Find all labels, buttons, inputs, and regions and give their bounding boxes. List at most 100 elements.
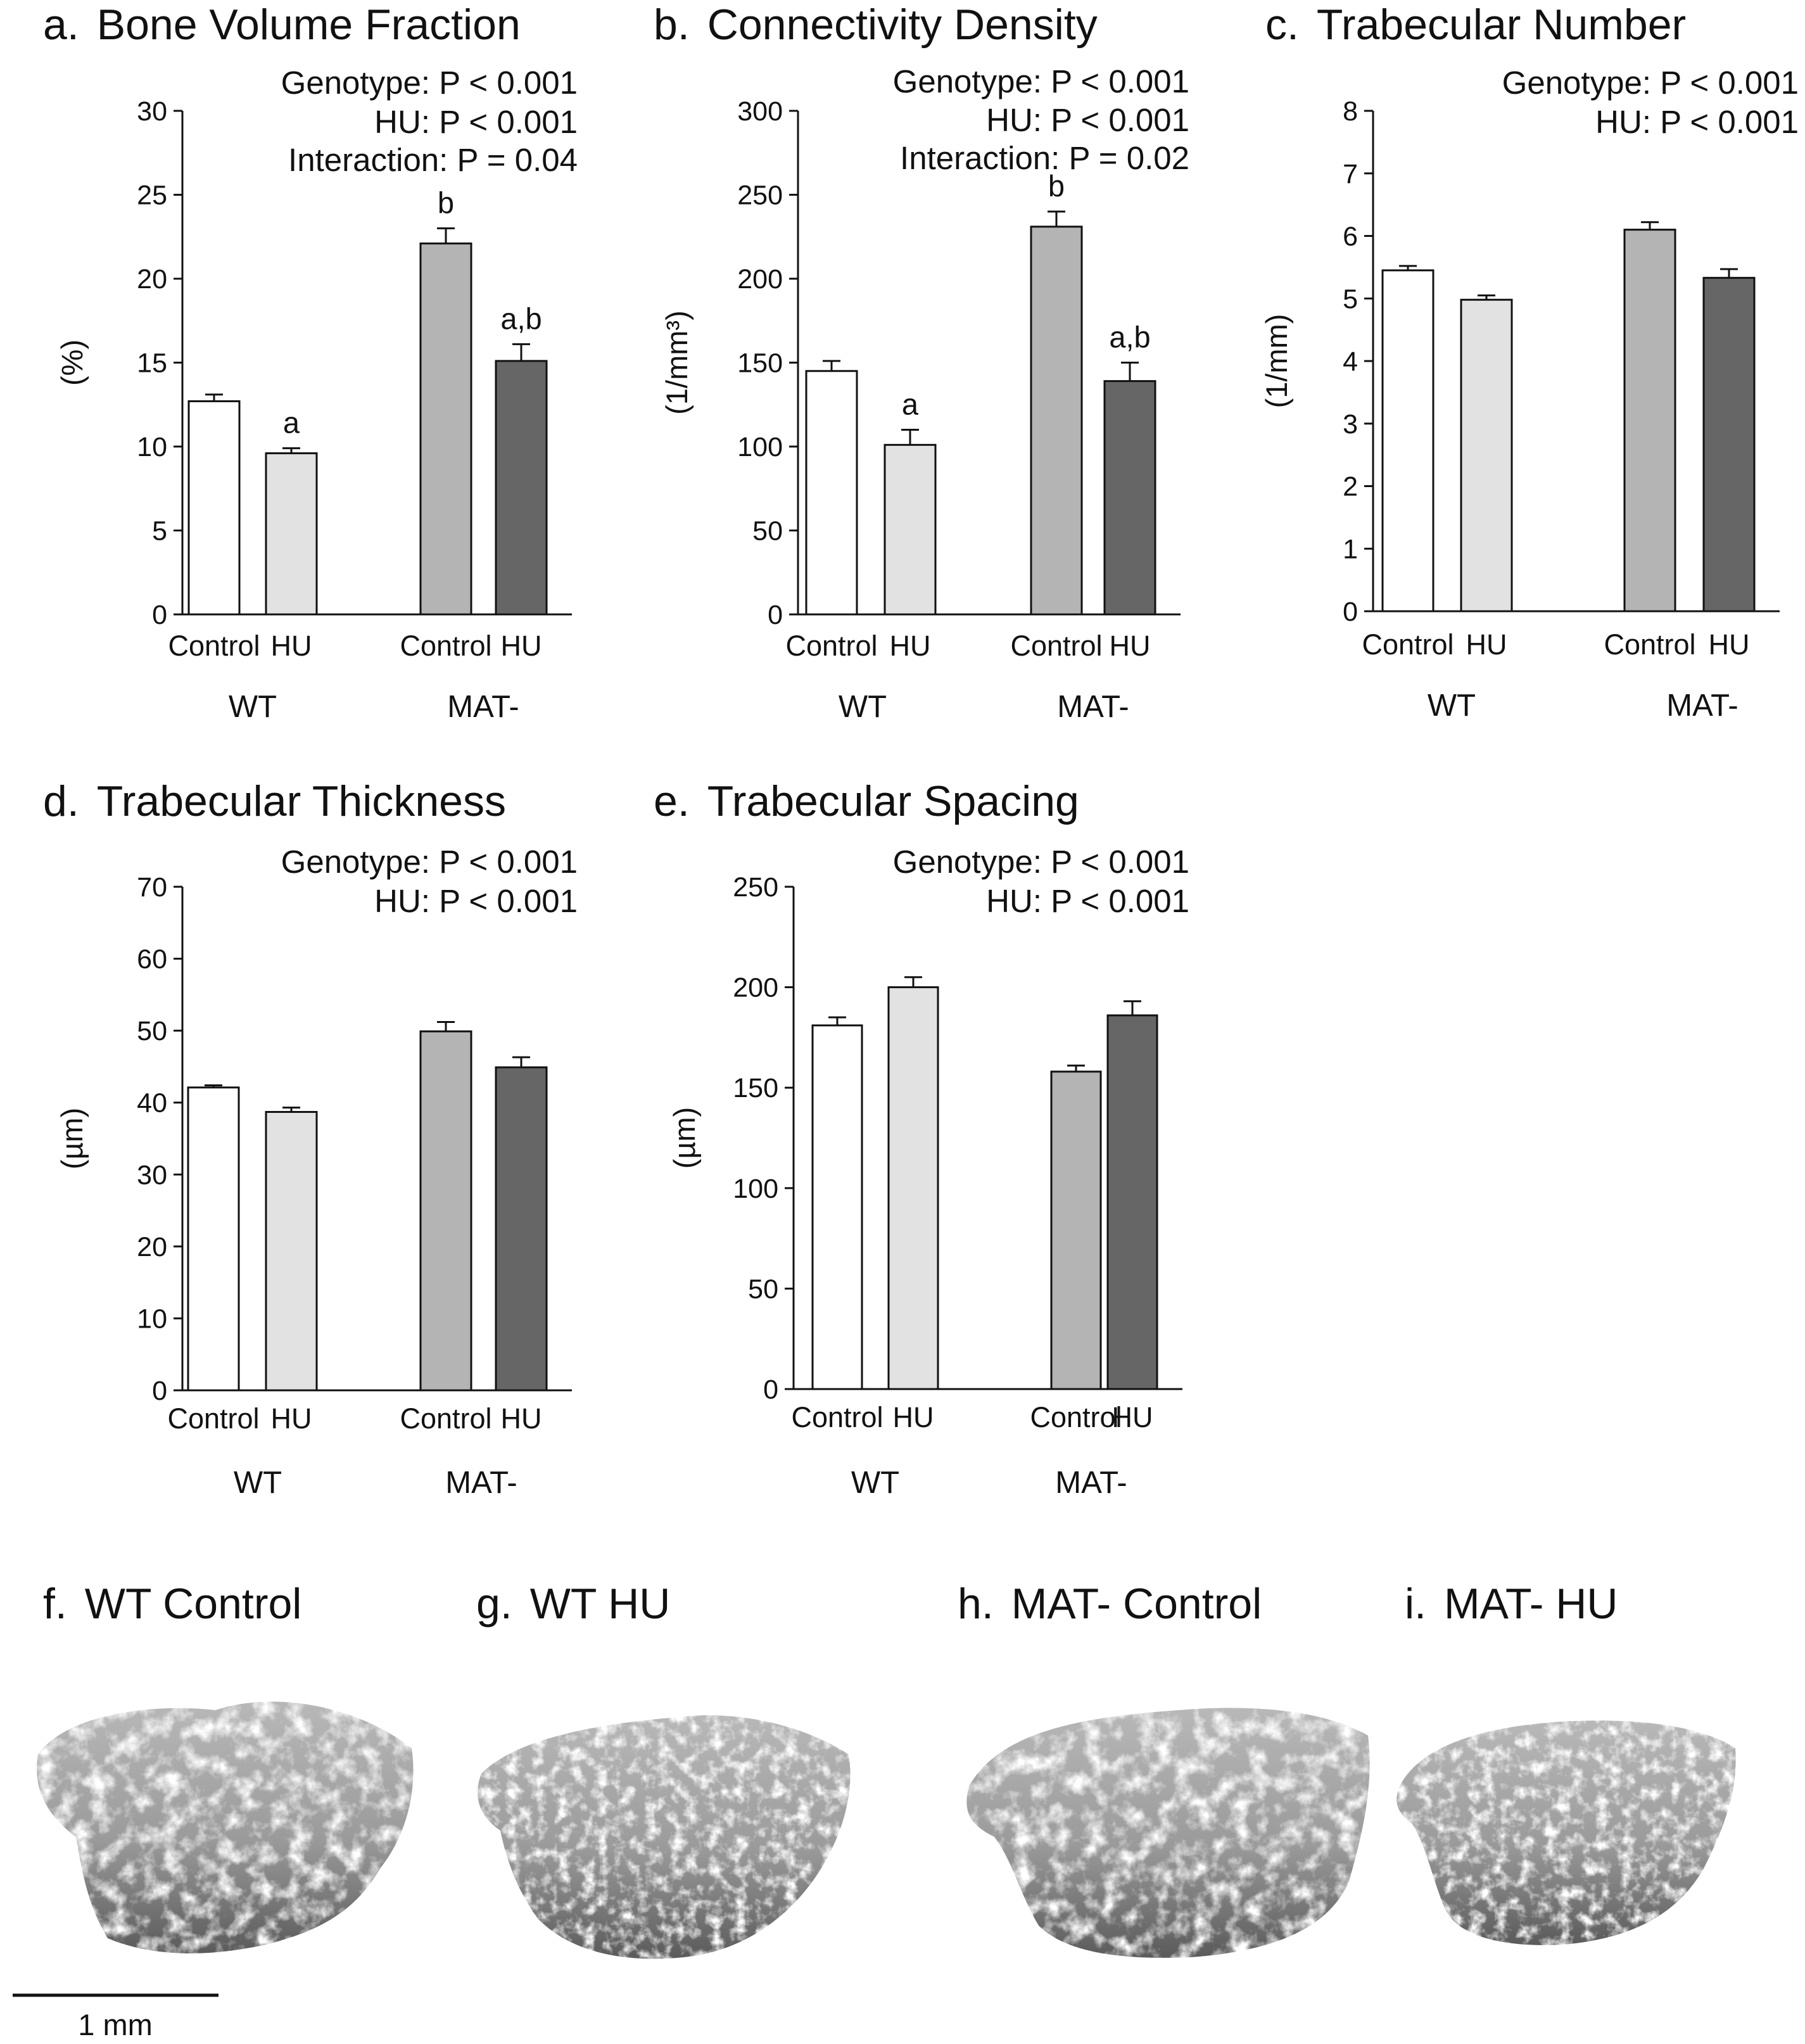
significance-label: b — [1048, 169, 1065, 203]
y-tick-label: 100 — [737, 432, 783, 462]
y-tick-label: 5 — [1343, 284, 1358, 314]
y-tick-label: 20 — [137, 1232, 167, 1262]
chart-title: d. Trabecular Thickness — [43, 777, 506, 825]
y-tick-label: 50 — [748, 1274, 778, 1304]
x-tick-label: HU — [890, 630, 931, 662]
bar — [265, 1110, 318, 1392]
y-tick-label: 0 — [152, 600, 167, 630]
bar — [887, 986, 939, 1390]
bar — [1460, 298, 1513, 613]
x-tick-label: HU — [271, 630, 312, 662]
bar — [495, 360, 548, 616]
bar — [805, 370, 858, 616]
bar — [187, 400, 241, 616]
x-tick-label: Control — [791, 1401, 883, 1433]
bar — [419, 242, 472, 616]
y-axis-label: (µm) — [55, 1108, 89, 1170]
y-tick-label: 0 — [152, 1376, 167, 1406]
x-tick-label: HU — [1110, 630, 1151, 662]
x-tick-label: Control — [167, 1402, 259, 1435]
bar — [419, 1030, 472, 1392]
bar — [1050, 1070, 1102, 1390]
y-axis-label: (1/mm³) — [660, 310, 694, 414]
bar — [884, 443, 937, 616]
y-tick-label: 15 — [137, 348, 167, 379]
y-tick-label: 10 — [137, 1304, 167, 1334]
y-tick-label: 250 — [737, 181, 783, 211]
y-axis-label: (1/mm) — [1260, 314, 1293, 409]
y-tick-label: 100 — [733, 1174, 778, 1204]
chart-title: b. Connectivity Density — [654, 1, 1098, 49]
x-tick-label: Control — [400, 1402, 491, 1435]
chart-title: e. Trabecular Spacing — [654, 777, 1079, 825]
bone-render-mat-hu — [1396, 1720, 1736, 1945]
bar — [811, 1024, 863, 1390]
significance-label: a,b — [1109, 321, 1150, 354]
bone-render-wt-hu — [478, 1715, 851, 1959]
stat-annotation: Genotype: P < 0.001 — [893, 63, 1189, 99]
significance-label: a — [902, 388, 919, 421]
x-tick-label: HU — [1466, 628, 1507, 661]
x-tick-label: Control — [1010, 630, 1102, 662]
x-tick-label: HU — [501, 1402, 542, 1435]
y-tick-label: 200 — [737, 264, 783, 295]
group-label: WT — [229, 690, 277, 724]
bar — [187, 1086, 240, 1392]
x-tick-label: HU — [1709, 628, 1750, 661]
group-label: MAT- — [445, 1466, 517, 1500]
group-label: MAT- — [1057, 690, 1129, 724]
x-tick-label: HU — [271, 1402, 312, 1435]
stat-annotation: Genotype: P < 0.001 — [281, 844, 578, 880]
x-tick-label: Control — [400, 630, 491, 662]
y-tick-label: 10 — [137, 432, 167, 462]
x-tick-label: HU — [1112, 1401, 1153, 1433]
bar — [1030, 225, 1083, 616]
y-tick-label: 150 — [737, 348, 783, 379]
x-tick-label: Control — [1030, 1401, 1122, 1433]
panel-d-trabecular-thickness: d. Trabecular Thickness Genotype: P < 0.00… — [43, 777, 578, 1500]
image-h-label: h. MAT- Control — [958, 1580, 1262, 1628]
x-tick-label: Control — [1604, 628, 1695, 661]
chart-title: c. Trabecular Number — [1265, 1, 1686, 49]
y-tick-label: 25 — [137, 181, 167, 211]
stat-annotation: HU: P < 0.001 — [374, 883, 578, 919]
y-tick-label: 0 — [768, 600, 783, 630]
y-tick-label: 5 — [152, 516, 167, 547]
stat-annotation: HU: P < 0.001 — [1595, 104, 1799, 140]
y-tick-label: 8 — [1343, 96, 1358, 127]
bar — [1623, 229, 1676, 613]
y-axis-label: (µm) — [668, 1107, 701, 1169]
stat-annotation: HU: P < 0.001 — [986, 883, 1189, 919]
y-tick-label: 40 — [137, 1088, 167, 1119]
y-tick-label: 30 — [137, 96, 167, 127]
y-tick-label: 0 — [763, 1374, 778, 1405]
x-tick-label: Control — [168, 630, 260, 662]
bar — [1702, 277, 1756, 613]
image-g-label: g. WT HU — [476, 1580, 670, 1628]
stat-annotation: Interaction: P = 0.04 — [288, 142, 578, 178]
y-tick-label: 7 — [1343, 159, 1358, 189]
group-label: WT — [1428, 689, 1476, 723]
image-i-label: i. MAT- HU — [1405, 1580, 1618, 1628]
panel-b-connectivity-density: b. Connectivity Density Genotype: P < 0.00… — [654, 1, 1189, 724]
y-tick-label: 2 — [1343, 472, 1358, 502]
bar — [1103, 380, 1156, 616]
chart-title: a. Bone Volume Fraction — [43, 1, 521, 49]
x-tick-label: Control — [785, 630, 877, 662]
significance-label: a,b — [500, 302, 542, 335]
y-tick-label: 200 — [733, 973, 778, 1003]
image-f-label: f. WT Control — [43, 1580, 301, 1628]
bone-render-wt-control — [37, 1701, 414, 1953]
y-tick-label: 30 — [137, 1160, 167, 1190]
y-tick-label: 1 — [1343, 534, 1358, 564]
x-tick-label: HU — [501, 630, 542, 662]
bar — [1106, 1014, 1158, 1390]
group-label: MAT- — [1666, 689, 1738, 723]
y-tick-label: 150 — [733, 1073, 778, 1103]
stat-annotation: HU: P < 0.001 — [986, 102, 1189, 138]
panel-a-bone-volume-fraction: a. Bone Volume Fraction Genotype: P < 0.00… — [43, 1, 578, 724]
stat-annotation: Genotype: P < 0.001 — [281, 65, 578, 101]
